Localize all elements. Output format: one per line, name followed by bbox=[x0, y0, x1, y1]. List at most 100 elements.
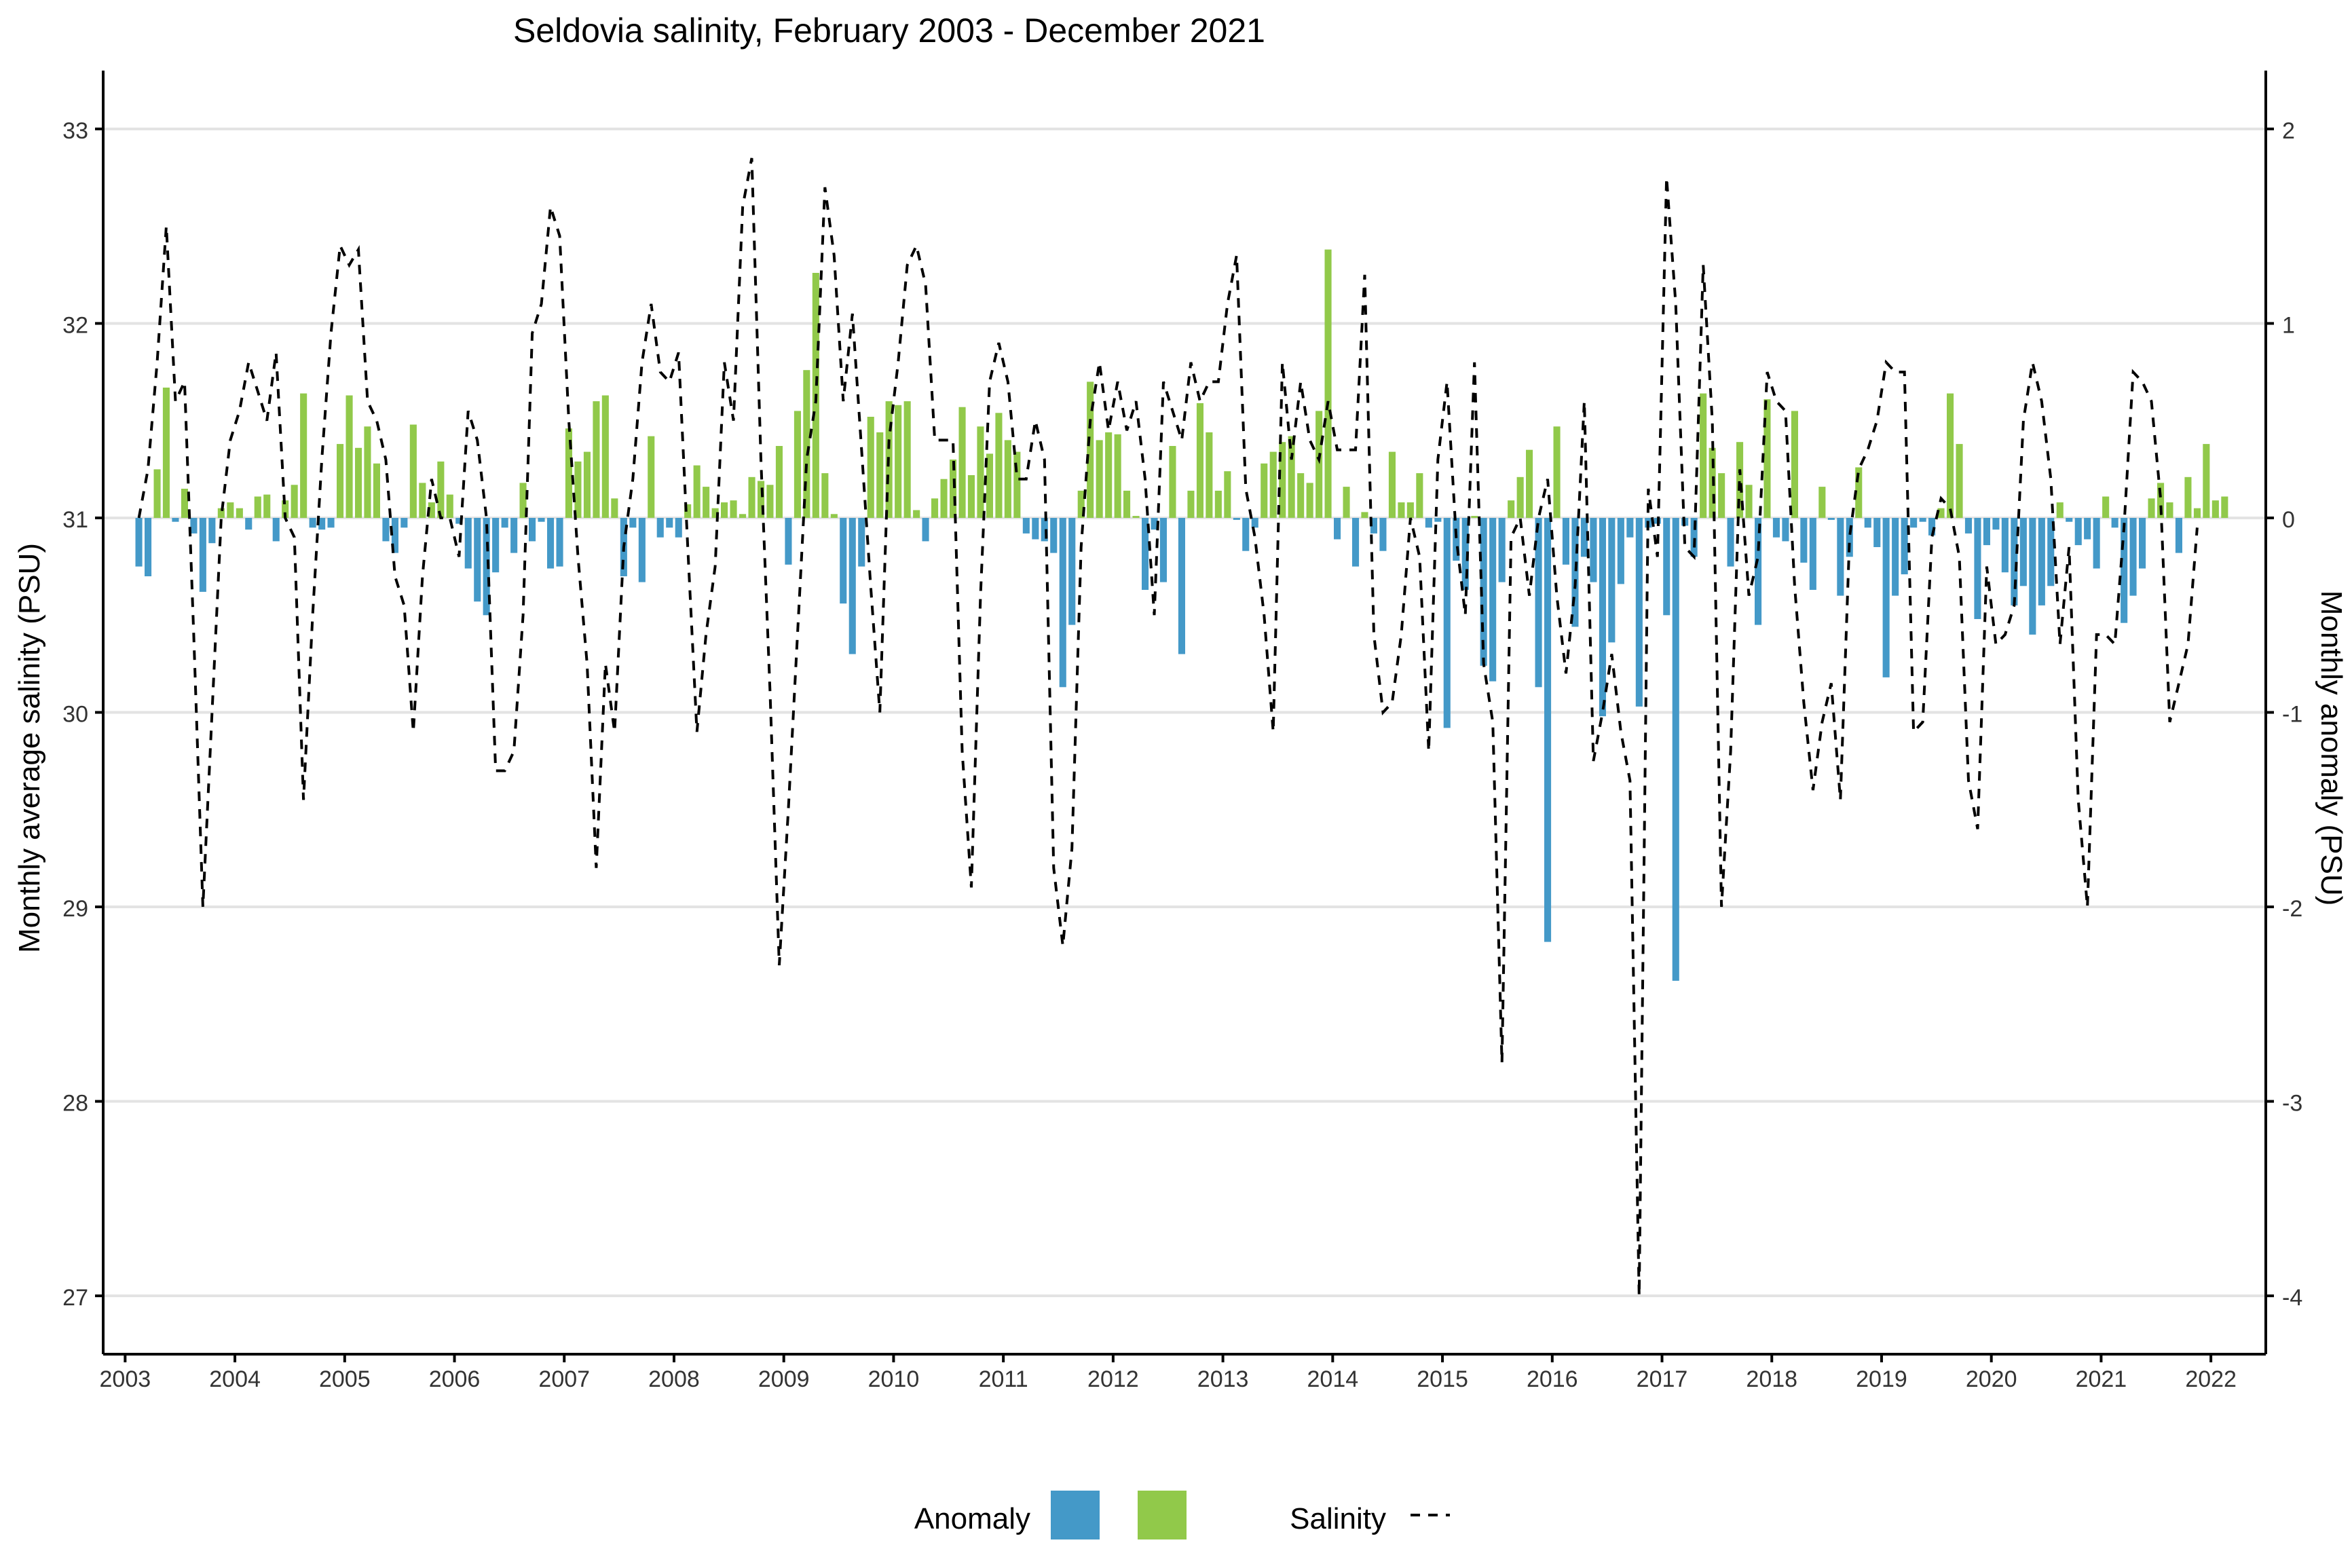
anomaly-bar bbox=[446, 494, 453, 518]
anomaly-bar bbox=[830, 514, 838, 518]
anomaly-bar bbox=[1736, 442, 1744, 518]
anomaly-bar bbox=[1297, 473, 1305, 518]
anomaly-bar bbox=[1928, 518, 1936, 536]
anomaly-bar bbox=[922, 518, 929, 542]
anomaly-bar bbox=[858, 518, 865, 567]
y-tick-label-left: 27 bbox=[62, 1285, 88, 1311]
anomaly-bar bbox=[1068, 518, 1076, 625]
anomaly-bar bbox=[1827, 518, 1835, 520]
y-tick-label-left: 30 bbox=[62, 702, 88, 728]
anomaly-bar bbox=[1352, 518, 1360, 567]
anomaly-bar bbox=[1334, 518, 1341, 540]
anomaly-bar bbox=[1590, 518, 1597, 582]
anomaly-bar bbox=[1809, 518, 1816, 590]
anomaly-bar bbox=[1480, 518, 1487, 666]
anomaly-bar bbox=[556, 518, 563, 567]
anomaly-bar bbox=[1992, 518, 2000, 530]
anomaly-bar bbox=[1169, 446, 1176, 518]
anomaly-bar bbox=[1406, 502, 1414, 518]
anomaly-bar bbox=[840, 518, 847, 604]
anomaly-bar bbox=[1242, 518, 1250, 551]
anomaly-bar bbox=[703, 487, 710, 518]
anomaly-bar bbox=[766, 485, 774, 518]
legend-anomaly-label: Anomaly bbox=[914, 1502, 1030, 1535]
anomaly-bar bbox=[2193, 508, 2201, 518]
anomaly-bar bbox=[848, 518, 856, 654]
anomaly-bar bbox=[263, 494, 271, 518]
y-tick-label-right: -1 bbox=[2282, 702, 2302, 728]
anomaly-bar bbox=[1663, 518, 1670, 616]
x-tick-label: 2015 bbox=[1417, 1366, 1468, 1392]
anomaly-bar bbox=[675, 518, 682, 538]
x-tick-label: 2013 bbox=[1197, 1366, 1249, 1392]
anomaly-bar bbox=[162, 388, 170, 518]
anomaly-bar bbox=[903, 401, 911, 518]
anomaly-bar bbox=[1434, 518, 1442, 522]
anomaly-bar bbox=[172, 518, 179, 522]
anomaly-bar bbox=[1947, 393, 1954, 518]
anomaly-bar bbox=[977, 426, 984, 518]
anomaly-bar bbox=[428, 502, 435, 518]
anomaly-bar bbox=[2211, 500, 2219, 518]
anomaly-bar bbox=[931, 498, 939, 518]
anomaly-bar bbox=[913, 510, 920, 518]
x-tick-label: 2018 bbox=[1746, 1366, 1797, 1392]
anomaly-bar bbox=[648, 436, 655, 518]
anomaly-bar bbox=[474, 518, 481, 602]
anomaly-bar bbox=[895, 405, 902, 518]
anomaly-bar bbox=[1087, 381, 1094, 518]
anomaly-bar bbox=[492, 518, 500, 573]
anomaly-bar bbox=[538, 518, 545, 522]
x-tick-label: 2022 bbox=[2185, 1366, 2237, 1392]
anomaly-bar bbox=[2203, 444, 2210, 518]
anomaly-bar bbox=[1187, 490, 1195, 518]
anomaly-bar bbox=[950, 460, 957, 518]
x-tick-label: 2020 bbox=[1966, 1366, 2017, 1392]
anomaly-bar bbox=[2111, 518, 2118, 528]
anomaly-bar bbox=[1196, 403, 1203, 518]
anomaly-bar bbox=[282, 500, 289, 518]
anomaly-bar bbox=[373, 463, 380, 518]
anomaly-bar bbox=[794, 411, 801, 518]
gridlines bbox=[103, 127, 2266, 1298]
anomaly-bar bbox=[1846, 518, 1853, 557]
anomaly-bar bbox=[593, 401, 600, 518]
anomaly-bar bbox=[611, 498, 618, 518]
anomaly-bar bbox=[1453, 518, 1460, 561]
anomaly-bar bbox=[1745, 485, 1753, 518]
anomaly-bar bbox=[355, 447, 362, 518]
anomaly-bar bbox=[1370, 518, 1377, 534]
anomaly-bar bbox=[995, 413, 1003, 518]
anomaly-bar bbox=[739, 514, 747, 518]
anomaly-bar bbox=[1324, 249, 1332, 518]
anomaly-bar bbox=[1123, 490, 1131, 518]
anomaly-bar bbox=[1443, 518, 1451, 728]
anomaly-bar bbox=[1251, 518, 1258, 528]
anomaly-bar bbox=[1315, 411, 1323, 518]
anomaly-bar bbox=[1269, 451, 1277, 518]
anomaly-bar bbox=[940, 479, 948, 518]
anomaly-bar bbox=[574, 461, 582, 518]
anomaly-bar bbox=[758, 481, 765, 518]
anomaly-bar bbox=[1535, 518, 1542, 688]
anomaly-bar bbox=[318, 518, 326, 530]
anomaly-bar bbox=[1261, 463, 1268, 518]
anomaly-bar bbox=[1873, 518, 1881, 547]
y-tick-label-right: -2 bbox=[2282, 896, 2302, 922]
anomaly-bar bbox=[1956, 444, 1963, 518]
anomaly-bar bbox=[1132, 516, 1140, 518]
x-tick-label: 2012 bbox=[1087, 1366, 1139, 1392]
anomaly-bar bbox=[1837, 518, 1844, 596]
anomaly-bar bbox=[785, 518, 792, 565]
anomaly-bar bbox=[867, 417, 874, 518]
anomaly-bar bbox=[803, 370, 810, 518]
y-tick-label-right: 1 bbox=[2282, 312, 2295, 338]
anomaly-bar bbox=[721, 502, 728, 518]
anomaly-bar bbox=[1553, 426, 1561, 518]
anomaly-bar bbox=[1855, 467, 1863, 518]
anomaly-bar bbox=[547, 518, 555, 569]
anomaly-bar bbox=[1214, 490, 1222, 518]
anomaly-bar bbox=[1461, 518, 1469, 590]
anomaly-bar bbox=[1388, 451, 1396, 518]
anomaly-bar bbox=[1288, 436, 1295, 518]
